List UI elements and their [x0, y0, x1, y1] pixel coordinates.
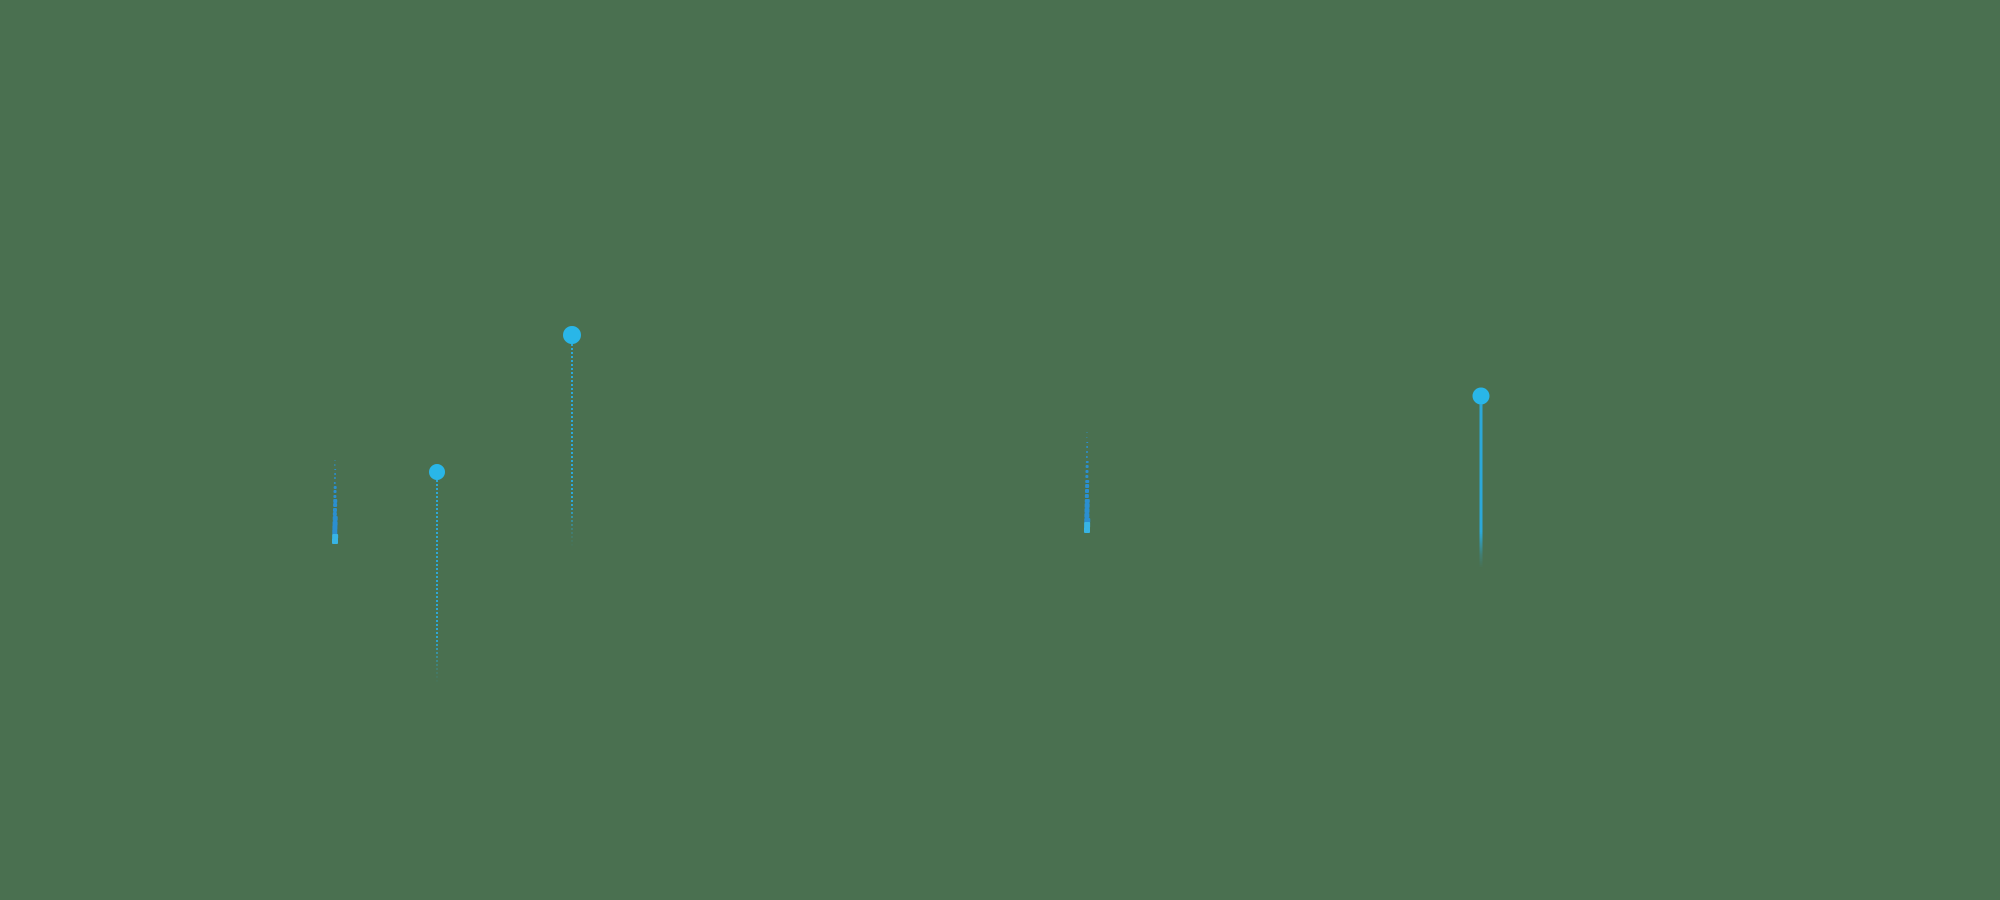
- marker-dot: [1085, 484, 1089, 488]
- marker-dot: [1085, 470, 1089, 473]
- marker-dot: [1085, 474, 1089, 478]
- marker-dot: [1084, 512, 1090, 518]
- marker-dot: [1084, 498, 1090, 503]
- marker-dot: [332, 512, 338, 517]
- marker-dot: [1084, 503, 1090, 508]
- marker-dot: [333, 481, 337, 485]
- marker-dot: [1084, 527, 1090, 533]
- marker-dot: [334, 464, 336, 466]
- marker-dot: [332, 507, 338, 512]
- marker-stem-line: [571, 344, 573, 548]
- marker-stem-line: [436, 480, 438, 684]
- marker-dot-column[interactable]: [331, 460, 339, 544]
- marker-dot: [332, 533, 338, 540]
- marker-head-circle-icon[interactable]: [1472, 387, 1490, 405]
- marker-head-circle-icon[interactable]: [429, 464, 445, 480]
- marker-dot-column[interactable]: [1083, 432, 1091, 533]
- marker-dot: [1084, 508, 1090, 513]
- marker-dot: [1086, 446, 1088, 448]
- marker-dot: [1084, 517, 1090, 523]
- marker-dot: [333, 490, 337, 494]
- marker-dot: [333, 499, 337, 503]
- marker-dot: [1085, 460, 1089, 463]
- marker-dot: [1085, 489, 1089, 493]
- marker-stem-line: [1479, 404, 1483, 568]
- marker-dot: [1086, 436, 1088, 438]
- marker-dot: [1084, 522, 1090, 528]
- marker-dot: [333, 477, 337, 480]
- marker-dot: [1085, 455, 1089, 458]
- marker-dot: [1084, 493, 1090, 498]
- marker-dot: [1086, 441, 1088, 443]
- marker-dot: [333, 503, 337, 508]
- marker-dot: [332, 525, 338, 531]
- marker-dot: [332, 516, 338, 521]
- marker-dot: [332, 529, 338, 535]
- marker-dot: [1086, 432, 1088, 433]
- marker-dot: [334, 460, 336, 461]
- marker-head-circle-icon[interactable]: [563, 326, 581, 344]
- marker-dot: [333, 486, 337, 489]
- marker-dot: [1085, 479, 1089, 483]
- marker-dot: [332, 538, 338, 544]
- marker-dot: [1086, 451, 1088, 453]
- marker-dot: [1085, 465, 1089, 468]
- marker-dot: [334, 468, 336, 471]
- marker-dot: [332, 520, 338, 526]
- marker-dot: [334, 473, 336, 475]
- marker-dot: [333, 494, 337, 498]
